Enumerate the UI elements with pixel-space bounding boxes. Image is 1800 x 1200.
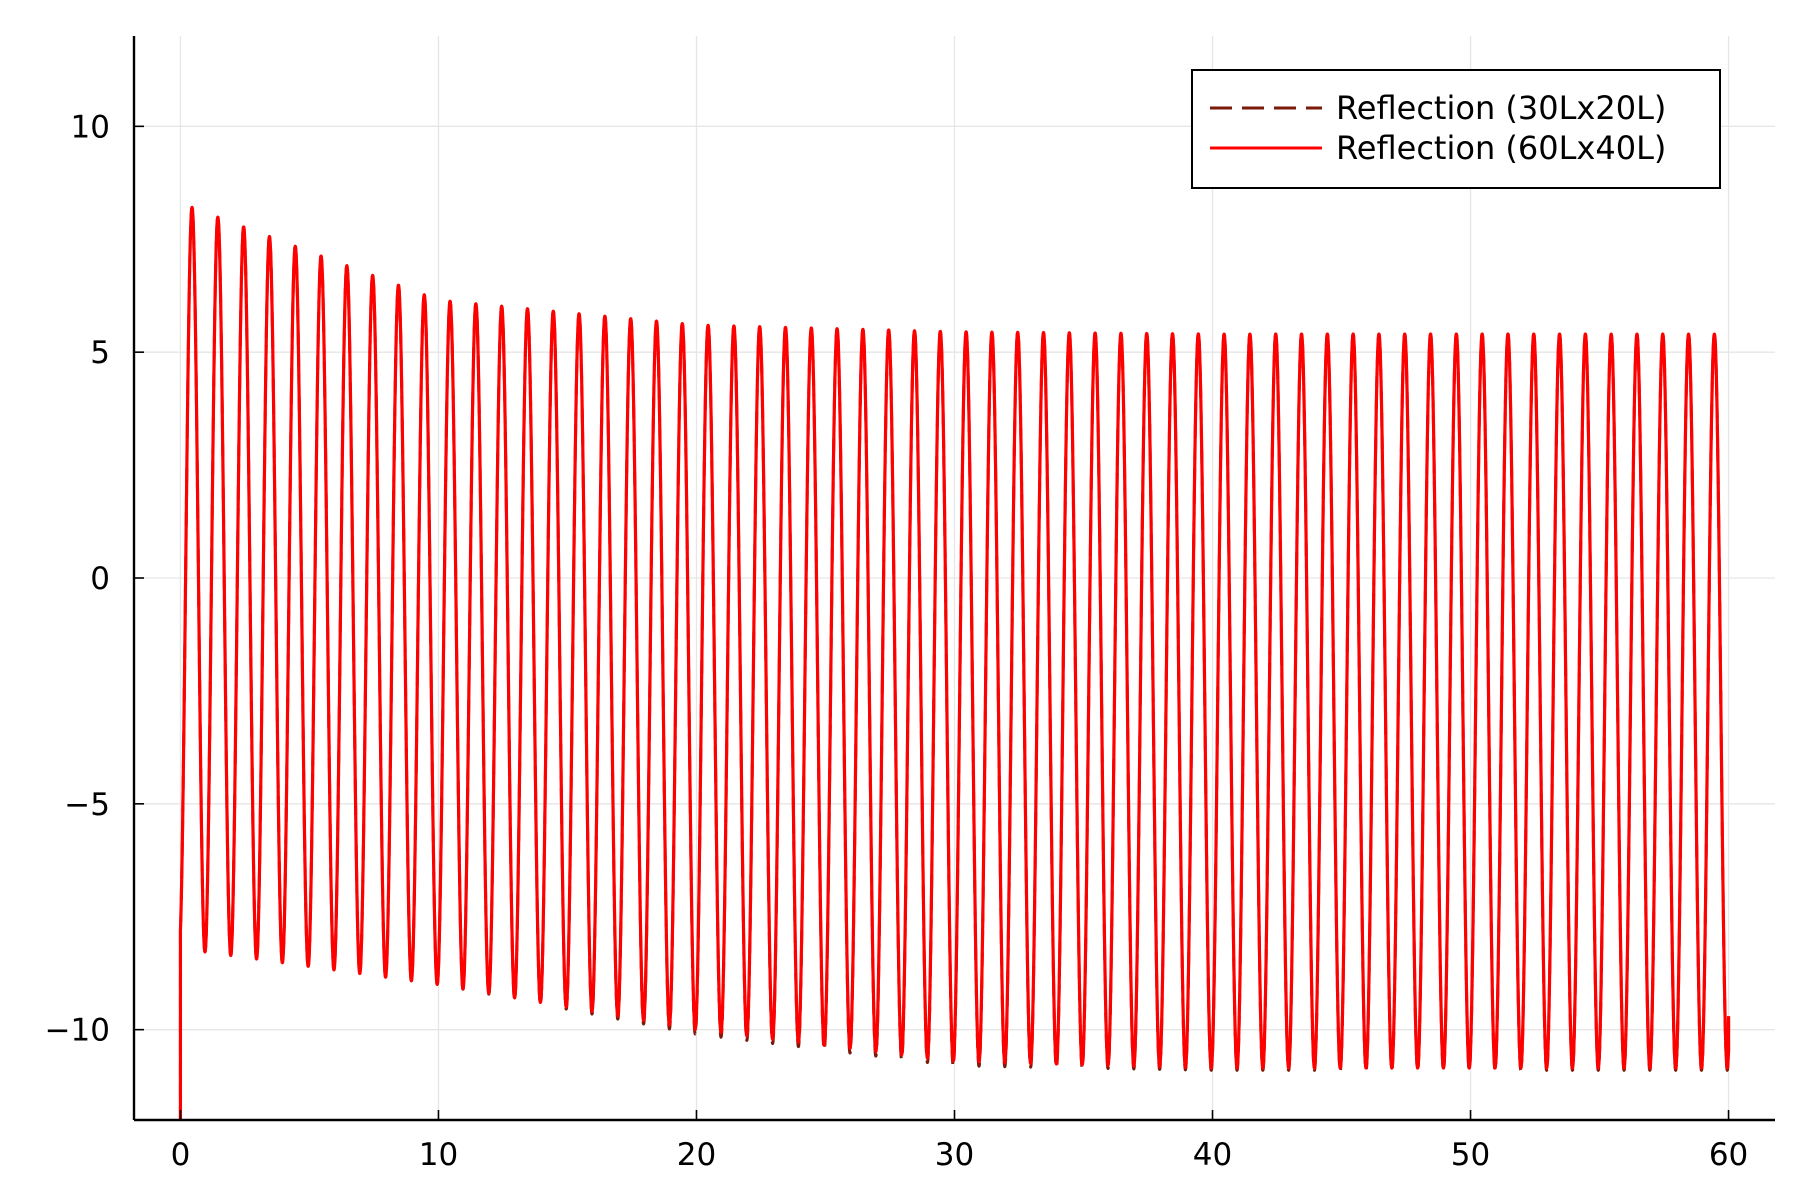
series-line-60lx40l <box>178 205 1731 1120</box>
x-tick-label: 20 <box>677 1137 716 1173</box>
x-tick-label: 10 <box>419 1137 458 1173</box>
legend-label-60lx40l: Reflection (60Lx40L) <box>1336 129 1666 167</box>
legend-label-30lx20l: Reflection (30Lx20L) <box>1336 89 1666 127</box>
x-tick-label: 30 <box>935 1137 974 1173</box>
x-tick-label: 0 <box>171 1137 191 1173</box>
x-tick-label: 60 <box>1709 1137 1748 1173</box>
series-layer <box>178 205 1731 1120</box>
legend: Reflection (30Lx20L) Reflection (60Lx40L… <box>1191 69 1721 189</box>
x-ticks: 0 10 20 30 40 50 60 <box>171 1110 1748 1173</box>
y-tick-label: −10 <box>45 1013 110 1049</box>
y-tick-label: 0 <box>90 561 110 597</box>
x-tick-label: 40 <box>1193 1137 1232 1173</box>
y-ticks: −10 −5 0 5 10 <box>45 109 144 1049</box>
y-tick-label: −5 <box>64 787 110 823</box>
x-tick-label: 50 <box>1451 1137 1490 1173</box>
y-tick-label: 5 <box>90 335 110 371</box>
y-tick-label: 10 <box>71 109 110 145</box>
legend-box <box>1191 69 1721 189</box>
